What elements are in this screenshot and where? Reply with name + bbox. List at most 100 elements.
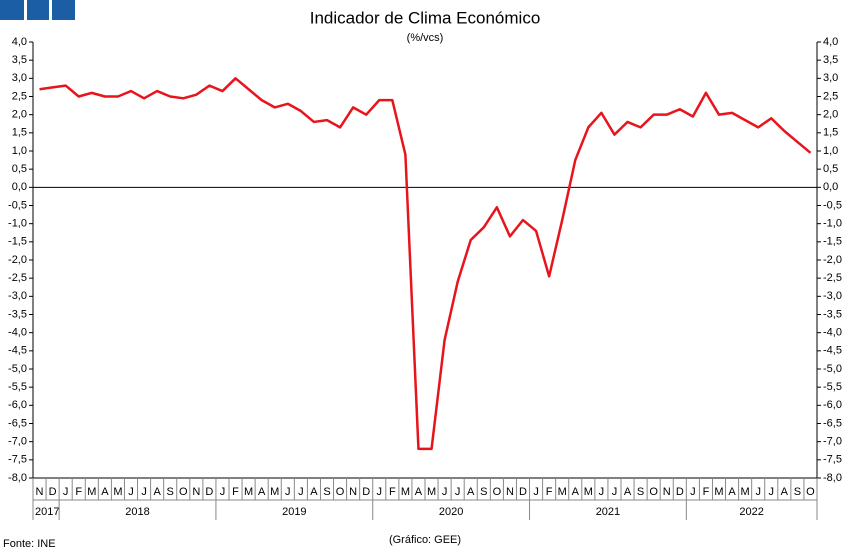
x-tick-label: D bbox=[519, 486, 527, 498]
y2-tick-label: -0,5 bbox=[823, 199, 842, 211]
x-tick-label: D bbox=[205, 486, 213, 498]
x-tick-label: N bbox=[36, 486, 44, 498]
x-tick-label: N bbox=[192, 486, 200, 498]
y2-tick-label: -7,0 bbox=[823, 436, 842, 448]
x-tick-label: S bbox=[480, 486, 487, 498]
logo-square bbox=[52, 0, 75, 20]
year-label: 2022 bbox=[739, 506, 763, 518]
y2-tick-label: -1,0 bbox=[823, 218, 842, 230]
y-tick-label: -8,0 bbox=[8, 472, 27, 484]
x-tick-label: J bbox=[128, 486, 134, 498]
x-tick-label: F bbox=[703, 486, 710, 498]
y2-tick-label: -4,5 bbox=[823, 345, 842, 357]
x-tick-label: J bbox=[599, 486, 605, 498]
y-tick-label: 0,0 bbox=[12, 181, 27, 193]
y2-tick-label: 4,0 bbox=[823, 36, 838, 48]
x-tick-label: J bbox=[755, 486, 761, 498]
x-tick-label: J bbox=[298, 486, 304, 498]
x-tick-label: M bbox=[113, 486, 122, 498]
x-tick-label: A bbox=[467, 486, 475, 498]
y2-tick-label: -5,0 bbox=[823, 363, 842, 375]
data-line bbox=[39, 77, 812, 451]
x-tick-label: M bbox=[584, 486, 593, 498]
x-tick-label: A bbox=[153, 486, 161, 498]
y2-tick-label: -2,0 bbox=[823, 254, 842, 266]
x-tick-label: M bbox=[87, 486, 96, 498]
y2-tick-label: 1,0 bbox=[823, 145, 838, 157]
x-tick-label: N bbox=[506, 486, 514, 498]
y-tick-label: 2,0 bbox=[12, 109, 27, 121]
x-tick-label: A bbox=[310, 486, 318, 498]
x-tick-label: J bbox=[141, 486, 147, 498]
y2-tick-label: -1,5 bbox=[823, 236, 842, 248]
y2-tick-label: -6,5 bbox=[823, 417, 842, 429]
x-tick-label: J bbox=[612, 486, 618, 498]
x-tick-label: F bbox=[232, 486, 239, 498]
y-tick-label: -5,0 bbox=[8, 363, 27, 375]
x-tick-label: O bbox=[649, 486, 658, 498]
y2-tick-label: -5,5 bbox=[823, 381, 842, 393]
x-tick-label: O bbox=[493, 486, 502, 498]
y2-tick-label: -2,5 bbox=[823, 272, 842, 284]
x-tick-label: J bbox=[442, 486, 448, 498]
y2-tick-label: 3,5 bbox=[823, 54, 838, 66]
y-tick-label: -3,0 bbox=[8, 290, 27, 302]
x-tick-label: M bbox=[427, 486, 436, 498]
x-tick-label: O bbox=[179, 486, 188, 498]
x-tick-label: A bbox=[258, 486, 266, 498]
x-tick-label: J bbox=[377, 486, 383, 498]
x-tick-label: A bbox=[415, 486, 423, 498]
x-tick-label: S bbox=[637, 486, 644, 498]
x-tick-label: J bbox=[690, 486, 696, 498]
y-tick-label: -5,5 bbox=[8, 381, 27, 393]
x-tick-label: F bbox=[389, 486, 396, 498]
x-tick-label: S bbox=[323, 486, 330, 498]
x-tick-label: D bbox=[49, 486, 57, 498]
y-tick-label: 3,0 bbox=[12, 72, 27, 84]
y-tick-label: -1,5 bbox=[8, 236, 27, 248]
y2-tick-label: 0,0 bbox=[823, 181, 838, 193]
y-tick-label: -3,5 bbox=[8, 308, 27, 320]
y-tick-label: 2,5 bbox=[12, 90, 27, 102]
y-tick-label: -6,0 bbox=[8, 399, 27, 411]
source: Fonte: INE bbox=[3, 538, 56, 550]
y-tick-label: 3,5 bbox=[12, 54, 27, 66]
y2-tick-label: 2,0 bbox=[823, 109, 838, 121]
x-tick-label: J bbox=[533, 486, 539, 498]
x-tick-label: A bbox=[781, 486, 789, 498]
x-tick-label: D bbox=[362, 486, 370, 498]
y2-tick-label: -3,0 bbox=[823, 290, 842, 302]
x-tick-label: D bbox=[676, 486, 684, 498]
year-label: 2017 bbox=[35, 506, 59, 518]
year-label: 2018 bbox=[125, 506, 149, 518]
x-tick-label: J bbox=[769, 486, 775, 498]
y-tick-label: -4,5 bbox=[8, 345, 27, 357]
y-tick-label: -1,0 bbox=[8, 218, 27, 230]
x-tick-label: A bbox=[728, 486, 736, 498]
y2-tick-label: -3,5 bbox=[823, 308, 842, 320]
y-tick-label: 1,5 bbox=[12, 127, 27, 139]
x-tick-label: M bbox=[714, 486, 723, 498]
x-tick-label: M bbox=[741, 486, 750, 498]
year-label: 2020 bbox=[439, 506, 463, 518]
year-label: 2019 bbox=[282, 506, 306, 518]
chart-subtitle: (%/vcs) bbox=[407, 32, 444, 44]
x-tick-label: A bbox=[101, 486, 109, 498]
y-tick-label: 0,5 bbox=[12, 163, 27, 175]
x-tick-label: J bbox=[285, 486, 291, 498]
y2-tick-label: -8,0 bbox=[823, 472, 842, 484]
y-tick-label: -7,5 bbox=[8, 454, 27, 466]
x-tick-label: F bbox=[546, 486, 553, 498]
credit: (Gráfico: GEE) bbox=[389, 534, 461, 546]
y2-tick-label: -4,0 bbox=[823, 327, 842, 339]
year-label: 2021 bbox=[596, 506, 620, 518]
x-tick-label: M bbox=[558, 486, 567, 498]
x-tick-label: F bbox=[75, 486, 82, 498]
x-tick-label: S bbox=[167, 486, 174, 498]
chart-title: Indicador de Clima Económico bbox=[310, 8, 541, 27]
y-tick-label: -6,5 bbox=[8, 417, 27, 429]
y2-tick-label: -7,5 bbox=[823, 454, 842, 466]
x-tick-label: S bbox=[794, 486, 801, 498]
y-tick-label: -0,5 bbox=[8, 199, 27, 211]
